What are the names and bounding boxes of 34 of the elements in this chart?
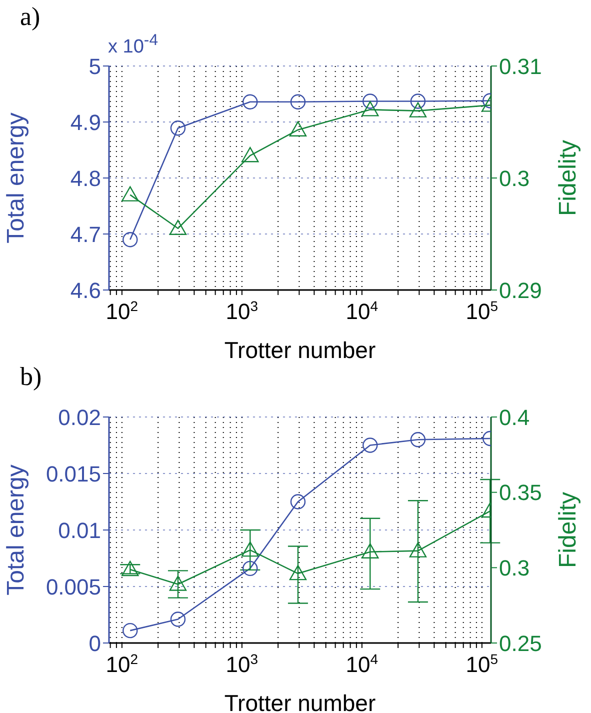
y2-tick-label: 0.3 <box>499 166 530 191</box>
x-tick-label: 10$^{3}$ <box>226 298 258 324</box>
x-tick-label: 10$^{5}$ <box>466 651 498 677</box>
y2-tick-label: 0.3 <box>499 555 530 580</box>
x-axis-title: Trotter number <box>224 690 376 713</box>
y-axis-title: Total energy <box>2 112 30 244</box>
y2-axis-title: Fidelity <box>554 140 582 216</box>
y-tick-label: 4.9 <box>70 110 101 135</box>
y-tick-label: 0 <box>88 630 101 656</box>
y-tick-label: 0.015 <box>46 461 101 486</box>
text: x 10$^{-4}$ <box>108 32 158 58</box>
y-tick-label: 0.02 <box>58 404 101 430</box>
y2-tick-label: 0.35 <box>499 480 542 506</box>
chart-title: a) <box>20 2 40 32</box>
chart-title: b) <box>20 362 42 392</box>
y2-tick-label: 0.29 <box>499 278 542 303</box>
x-tick-label: 10$^{2}$ <box>106 298 138 324</box>
y-axis-title: Total energy <box>2 464 30 596</box>
y-tick-label: 4.6 <box>70 278 101 303</box>
y-tick-label: 5 <box>88 54 101 79</box>
x-tick-label: 10$^{4}$ <box>346 298 378 324</box>
y2-tick-label: 0.25 <box>499 630 542 656</box>
y2-tick-label: 0.4 <box>499 404 530 430</box>
y-tick-label: 0.005 <box>46 574 101 600</box>
y-tick-label: 0.01 <box>58 518 101 543</box>
x-axis-title: Trotter number <box>224 337 376 363</box>
x-tick-label: 10$^{2}$ <box>106 651 138 677</box>
x-tick-label: 10$^{4}$ <box>346 651 378 677</box>
x-tick-label: 10$^{5}$ <box>466 298 498 324</box>
y-tick-label: 4.7 <box>70 222 101 247</box>
x-tick-label: 10$^{3}$ <box>226 651 258 677</box>
y-tick-label: 4.8 <box>70 166 101 191</box>
y2-tick-label: 0.31 <box>499 54 542 79</box>
y2-axis-title: Fidelity <box>554 492 582 568</box>
